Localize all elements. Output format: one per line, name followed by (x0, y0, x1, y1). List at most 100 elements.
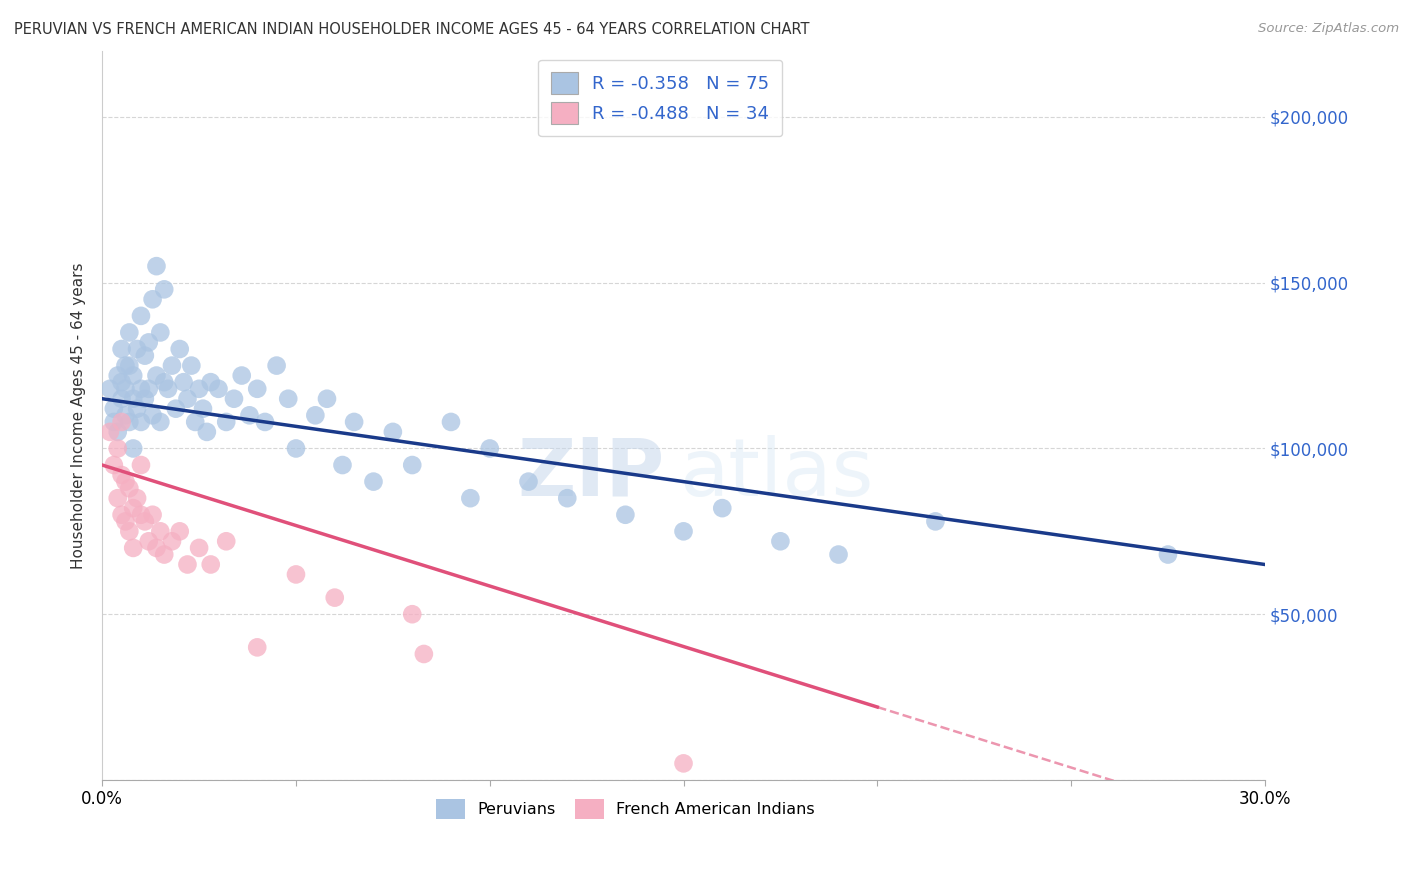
Point (107, 425, 129, 439)
Point (266, 359, 288, 373)
Point (98, 382, 121, 396)
Point (188, 382, 211, 396)
Point (134, 515, 156, 529)
Point (142, 409, 165, 423)
Point (188, 541, 211, 555)
Point (207, 382, 229, 396)
Point (169, 524, 191, 539)
Point (153, 548, 176, 562)
Text: PERUVIAN VS FRENCH AMERICAN INDIAN HOUSEHOLDER INCOME AGES 45 - 64 YEARS CORRELA: PERUVIAN VS FRENCH AMERICAN INDIAN HOUSE… (14, 22, 810, 37)
Point (98, 425, 121, 439)
Point (517, 475, 540, 489)
Point (118, 359, 141, 373)
Point (110, 508, 132, 522)
Point (134, 349, 156, 363)
Point (122, 541, 145, 555)
Point (107, 368, 129, 383)
Point (122, 501, 145, 516)
Point (114, 382, 136, 396)
Point (129, 458, 152, 472)
Point (169, 342, 191, 356)
Point (138, 335, 160, 350)
Text: Source: ZipAtlas.com: Source: ZipAtlas.com (1258, 22, 1399, 36)
Point (711, 501, 734, 516)
Point (215, 534, 238, 549)
Point (149, 326, 172, 340)
Point (238, 409, 260, 423)
Point (129, 382, 152, 396)
Point (122, 392, 145, 406)
Point (107, 442, 129, 456)
Point (555, 491, 578, 506)
Point (110, 392, 132, 406)
Point (157, 382, 180, 396)
Point (304, 409, 326, 423)
Point (184, 415, 207, 429)
Point (277, 392, 299, 406)
Point (129, 508, 152, 522)
Point (142, 508, 165, 522)
Point (191, 401, 214, 416)
Y-axis label: Householder Income Ages 45 - 64 years: Householder Income Ages 45 - 64 years (72, 262, 86, 568)
Point (114, 475, 136, 489)
Point (153, 282, 176, 296)
Point (401, 607, 423, 622)
Point (827, 548, 849, 562)
Point (142, 293, 165, 307)
Point (145, 368, 167, 383)
Point (180, 359, 202, 373)
Point (114, 359, 136, 373)
Point (103, 415, 125, 429)
Point (145, 259, 167, 273)
Point (110, 415, 132, 429)
Point (412, 647, 434, 661)
Point (195, 425, 218, 439)
Point (672, 524, 695, 539)
Point (103, 458, 125, 472)
Point (107, 491, 129, 506)
Legend: Peruvians, French American Indians: Peruvians, French American Indians (427, 791, 823, 827)
Point (440, 415, 463, 429)
Point (343, 415, 366, 429)
Point (145, 541, 167, 555)
Point (924, 515, 946, 529)
Point (215, 415, 238, 429)
Point (401, 458, 423, 472)
Point (114, 515, 136, 529)
Point (173, 375, 195, 389)
Point (222, 392, 245, 406)
Point (253, 415, 276, 429)
Point (285, 567, 308, 582)
Point (614, 508, 637, 522)
Point (332, 458, 354, 472)
Point (363, 475, 385, 489)
Point (129, 415, 152, 429)
Point (176, 392, 198, 406)
Point (231, 368, 253, 383)
Point (122, 442, 145, 456)
Point (127, 491, 149, 506)
Point (672, 756, 695, 771)
Point (246, 382, 269, 396)
Point (769, 534, 792, 549)
Point (149, 524, 172, 539)
Point (160, 534, 183, 549)
Point (381, 425, 404, 439)
Point (110, 342, 132, 356)
Point (478, 442, 501, 456)
Point (1157, 548, 1180, 562)
Point (118, 415, 141, 429)
Point (103, 401, 125, 416)
Point (160, 359, 183, 373)
Point (138, 382, 160, 396)
Point (153, 375, 176, 389)
Point (246, 640, 269, 655)
Point (127, 342, 149, 356)
Point (122, 368, 145, 383)
Point (323, 591, 346, 605)
Point (129, 309, 152, 323)
Point (110, 375, 132, 389)
Point (118, 524, 141, 539)
Point (118, 481, 141, 495)
Point (114, 409, 136, 423)
